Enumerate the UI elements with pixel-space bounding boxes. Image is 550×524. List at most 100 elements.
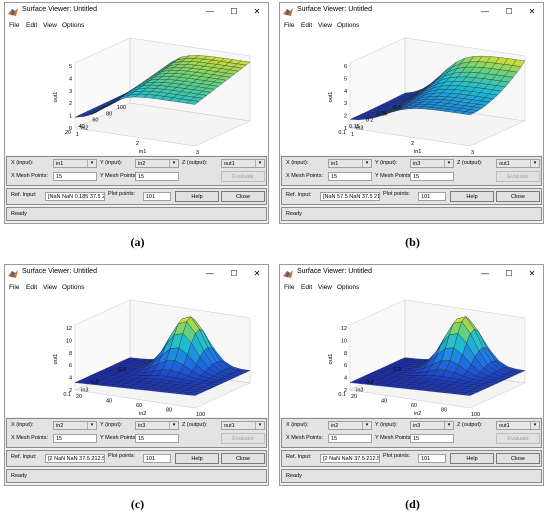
plot-points-label: Plot points:	[108, 191, 136, 197]
y-tick-label: 0.1	[338, 392, 346, 398]
close-button[interactable]: Close	[221, 453, 265, 464]
minimize-icon[interactable]: —	[206, 269, 214, 278]
status-bar: Ready	[281, 469, 542, 483]
menu-options[interactable]: Options	[337, 284, 360, 291]
x-input-select[interactable]: in2 ▾	[53, 421, 97, 430]
y-input-value: in2	[138, 161, 146, 167]
help-button[interactable]: Help	[450, 191, 494, 202]
help-button[interactable]: Help	[175, 453, 219, 464]
x-input-select[interactable]: in1 ▾	[53, 159, 97, 168]
close-icon[interactable]: ✕	[253, 7, 261, 16]
plot-points-field[interactable]: 101	[143, 192, 171, 201]
menu-view[interactable]: View	[43, 22, 57, 29]
help-button[interactable]: Help	[175, 191, 219, 202]
reference-panel: Ref. Input: [2 NaN NaN 37.5 212.5 42 Plo…	[6, 450, 267, 467]
menu-edit[interactable]: Edit	[26, 284, 38, 291]
x-tick-label: 2	[411, 141, 414, 147]
y-mesh-field[interactable]: 15	[135, 172, 179, 181]
surface-viewer-figure: Surface Viewer: Untitled — ☐ ✕ File Edit…	[0, 262, 275, 524]
evaluate-button[interactable]: Evaluate	[221, 433, 265, 444]
ref-input-field[interactable]: [NaN 57.5 NaN 37.5 212.5	[320, 192, 380, 201]
plot-points-field[interactable]: 101	[418, 192, 446, 201]
menu-options[interactable]: Options	[62, 22, 85, 29]
ref-input-field[interactable]: [2 NaN NaN 37.5 212.5 42	[45, 454, 105, 463]
title-bar: Surface Viewer: Untitled — ☐ ✕	[280, 3, 543, 21]
plot-points-field[interactable]: 101	[418, 454, 446, 463]
ref-input-field[interactable]: [2 NaN NaN 37.5 212.5 42	[320, 454, 380, 463]
maximize-icon[interactable]: ☐	[505, 269, 513, 278]
menu-view[interactable]: View	[318, 284, 332, 291]
x-input-select[interactable]: in1 ▾	[328, 159, 372, 168]
menu-edit[interactable]: Edit	[26, 22, 38, 29]
figure-caption: (a)	[130, 235, 145, 249]
surface-plot[interactable]: 12 10 8 6 4 2 20 40 60 80 100 0.3 0.2 0.1 out1 in2 in3	[5, 295, 268, 417]
close-button[interactable]: Close	[496, 191, 540, 202]
y-mesh-field[interactable]: 15	[410, 434, 454, 443]
status-bar: Ready	[6, 207, 267, 221]
menu-view[interactable]: View	[318, 22, 332, 29]
status-text: Ready	[286, 211, 302, 217]
menu-edit[interactable]: Edit	[301, 22, 313, 29]
z-output-select[interactable]: out1 ▾	[221, 421, 265, 430]
x-mesh-field[interactable]: 15	[53, 434, 97, 443]
surface-plot-svg[interactable]: 12 10 8 6 4 2 20 40 60 80 100 0.3 0.2 0.1 out1 in2 in3	[5, 295, 268, 417]
help-button[interactable]: Help	[450, 453, 494, 464]
z-output-label: Z (output):	[457, 422, 483, 428]
maximize-icon[interactable]: ☐	[230, 7, 238, 16]
menu-file[interactable]: File	[284, 284, 295, 291]
plot-points-label: Plot points:	[108, 453, 136, 459]
minimize-icon[interactable]: —	[481, 269, 489, 278]
maximize-icon[interactable]: ☐	[505, 7, 513, 16]
close-button[interactable]: Close	[496, 453, 540, 464]
menu-file[interactable]: File	[284, 22, 295, 29]
surface-plot[interactable]: 5 4 3 2 1 0 1 2 3 100 80 60 40 20 out1 in1 in2	[5, 33, 268, 155]
y-input-select[interactable]: in3 ▾	[410, 159, 454, 168]
figure-caption: (d)	[405, 497, 420, 511]
evaluate-button[interactable]: Evaluate	[221, 171, 265, 182]
z-tick-label: 8	[344, 351, 347, 357]
z-output-select[interactable]: out1 ▾	[496, 421, 540, 430]
z-output-label: Z (output):	[182, 160, 208, 166]
menu-options[interactable]: Options	[62, 284, 85, 291]
ref-input-value: [2 NaN NaN 37.5 212.5 42	[323, 456, 380, 462]
x-tick-label: 3	[196, 150, 199, 155]
z-tick-label: 6	[69, 363, 72, 369]
chevron-down-icon: ▾	[169, 422, 178, 429]
x-mesh-field[interactable]: 15	[53, 172, 97, 181]
close-icon[interactable]: ✕	[528, 269, 536, 278]
y-mesh-field[interactable]: 15	[135, 434, 179, 443]
surface-plot-svg[interactable]: 6 5 4 3 2 11 2 3 0.3 0.250.2 0.150.1 out1 in1 in3	[280, 33, 543, 155]
input-panel: X (input): in2 ▾ Y (input): in3 ▾ Z (outpu…	[6, 418, 267, 448]
evaluate-button[interactable]: Evaluate	[496, 433, 540, 444]
close-button[interactable]: Close	[221, 191, 265, 202]
evaluate-button[interactable]: Evaluate	[496, 171, 540, 182]
y-input-select[interactable]: in2 ▾	[135, 159, 179, 168]
close-icon[interactable]: ✕	[528, 7, 536, 16]
surface-plot-svg[interactable]: 12 10 8 6 4 2 20 40 60 80 100 0.3 0.2 0.1 out1 in2 in3	[280, 295, 543, 417]
y-input-value: in3	[413, 423, 421, 429]
ref-input-field[interactable]: [NaN NaN 0.185 37.5 212	[45, 192, 105, 201]
z-tick-label: 12	[341, 326, 347, 332]
menu-file[interactable]: File	[9, 22, 20, 29]
maximize-icon[interactable]: ☐	[230, 269, 238, 278]
y-input-select[interactable]: in3 ▾	[410, 421, 454, 430]
minimize-icon[interactable]: —	[206, 7, 214, 16]
chevron-down-icon: ▾	[87, 422, 96, 429]
plot-points-field[interactable]: 101	[143, 454, 171, 463]
x-mesh-field[interactable]: 15	[328, 172, 372, 181]
close-icon[interactable]: ✕	[253, 269, 261, 278]
y-input-select[interactable]: in3 ▾	[135, 421, 179, 430]
menu-options[interactable]: Options	[337, 22, 360, 29]
minimize-icon[interactable]: —	[481, 7, 489, 16]
z-output-select[interactable]: out1 ▾	[496, 159, 540, 168]
x-mesh-field[interactable]: 15	[328, 434, 372, 443]
x-input-select[interactable]: in2 ▾	[328, 421, 372, 430]
surface-plot[interactable]: 6 5 4 3 2 1 1 2 3 0.3 0.25 0.2 0.15 0.1 out1 in1 in3	[280, 33, 543, 155]
y-mesh-field[interactable]: 15	[410, 172, 454, 181]
surface-plot[interactable]: 12 10 8 6 4 2 20 40 60 80 100 0.3 0.2 0.1 out1 in2 in3	[280, 295, 543, 417]
z-output-select[interactable]: out1 ▾	[221, 159, 265, 168]
menu-file[interactable]: File	[9, 284, 20, 291]
menu-edit[interactable]: Edit	[301, 284, 313, 291]
menu-view[interactable]: View	[43, 284, 57, 291]
